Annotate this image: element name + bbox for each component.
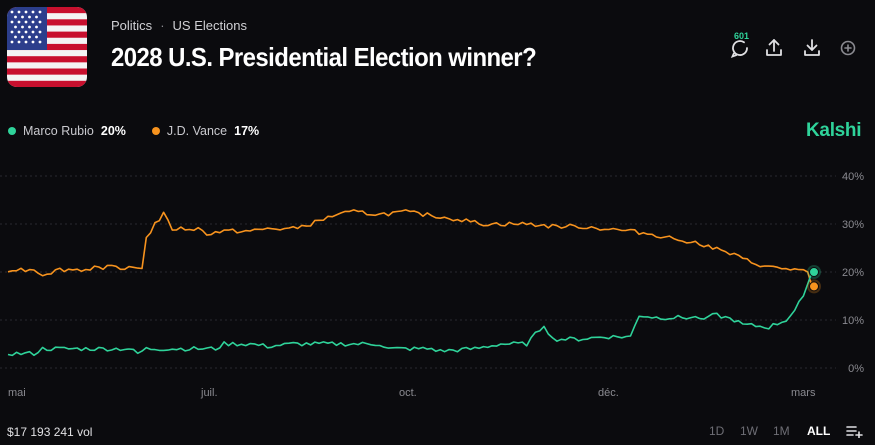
legend-name: Marco Rubio	[23, 124, 94, 138]
list-add-icon	[846, 426, 863, 439]
legend-item-vance[interactable]: J.D. Vance 17%	[151, 124, 260, 138]
breadcrumb-separator: ·	[160, 18, 165, 33]
share-button[interactable]	[762, 36, 786, 60]
end-marker	[809, 281, 819, 292]
range-1d[interactable]: 1D	[709, 424, 725, 438]
comment-button[interactable]: 601	[728, 31, 752, 60]
add-icon	[840, 40, 856, 56]
x-tick-label: mars	[791, 387, 816, 399]
chart-legend: Marco Rubio 20% J.D. Vance 17%	[8, 124, 285, 138]
end-marker	[809, 267, 819, 277]
legend-value: 20%	[100, 124, 126, 138]
us-flag-icon	[7, 7, 87, 87]
legend-name: J.D. Vance	[166, 124, 228, 138]
add-button[interactable]	[836, 36, 860, 60]
breadcrumb-us-elections[interactable]: US Elections	[172, 18, 247, 33]
range-1m[interactable]: 1M	[773, 424, 790, 438]
download-button[interactable]	[800, 36, 824, 60]
menu-button[interactable]	[846, 424, 864, 441]
volume-label: $17 193 241 vol	[7, 425, 93, 439]
comment-icon	[730, 40, 748, 59]
legend-dot-rubio	[8, 127, 16, 135]
y-tick-label: 10%	[842, 315, 864, 327]
y-tick-label: 30%	[842, 219, 864, 231]
range-selector: 1D 1W 1M ALL	[700, 424, 870, 442]
legend-dot-vance	[151, 127, 160, 135]
x-tick-label: déc.	[598, 387, 619, 399]
range-1w[interactable]: 1W	[740, 424, 758, 438]
legend-item-rubio[interactable]: Marco Rubio 20%	[8, 124, 126, 138]
range-all[interactable]: ALL	[807, 424, 831, 438]
y-tick-label: 40%	[842, 171, 864, 183]
y-tick-label: 0%	[848, 363, 864, 375]
x-tick-label: mai	[8, 387, 26, 399]
kalshi-logo: Kalshi	[806, 120, 862, 141]
legend-value: 17%	[234, 124, 260, 138]
page-title: 2028 U.S. Presidential Election winner?	[111, 42, 537, 72]
x-tick-label: juil.	[200, 387, 218, 399]
series-line-j-d-vance	[7, 209, 813, 287]
comment-count: 601	[734, 31, 750, 41]
breadcrumb-politics[interactable]: Politics	[111, 18, 153, 33]
x-tick-label: oct.	[399, 387, 417, 399]
action-bar: 601	[728, 31, 860, 60]
download-icon	[804, 39, 820, 56]
y-tick-label: 20%	[842, 267, 864, 279]
series-line-marco-rubio	[7, 271, 813, 357]
breadcrumb: Politics · US Elections	[111, 18, 247, 33]
share-icon	[766, 39, 782, 56]
price-chart[interactable]: 0% 10% 20% 30% 40% mai juil. oct. déc. mars	[0, 160, 875, 405]
